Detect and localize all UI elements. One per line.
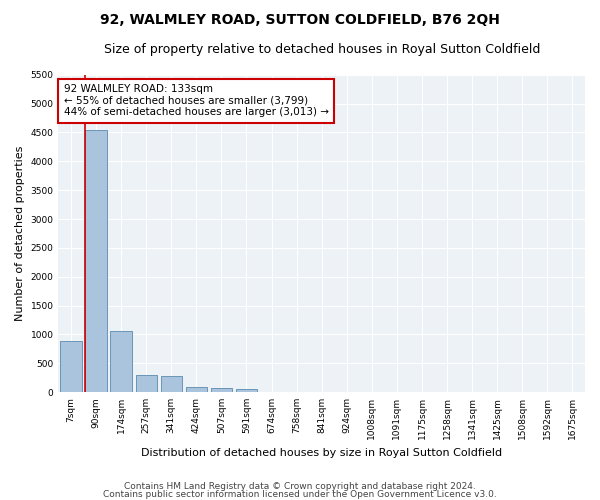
Text: 92 WALMLEY ROAD: 133sqm
← 55% of detached houses are smaller (3,799)
44% of semi: 92 WALMLEY ROAD: 133sqm ← 55% of detache… <box>64 84 329 117</box>
Text: Contains public sector information licensed under the Open Government Licence v3: Contains public sector information licen… <box>103 490 497 499</box>
Bar <box>236 389 257 392</box>
Bar <box>60 342 82 392</box>
Bar <box>110 331 132 392</box>
X-axis label: Distribution of detached houses by size in Royal Sutton Coldfield: Distribution of detached houses by size … <box>141 448 502 458</box>
Title: Size of property relative to detached houses in Royal Sutton Coldfield: Size of property relative to detached ho… <box>104 42 540 56</box>
Bar <box>185 386 207 392</box>
Text: Contains HM Land Registry data © Crown copyright and database right 2024.: Contains HM Land Registry data © Crown c… <box>124 482 476 491</box>
Bar <box>85 130 107 392</box>
Text: 92, WALMLEY ROAD, SUTTON COLDFIELD, B76 2QH: 92, WALMLEY ROAD, SUTTON COLDFIELD, B76 … <box>100 12 500 26</box>
Y-axis label: Number of detached properties: Number of detached properties <box>15 146 25 321</box>
Bar <box>136 376 157 392</box>
Bar <box>211 388 232 392</box>
Bar <box>161 376 182 392</box>
